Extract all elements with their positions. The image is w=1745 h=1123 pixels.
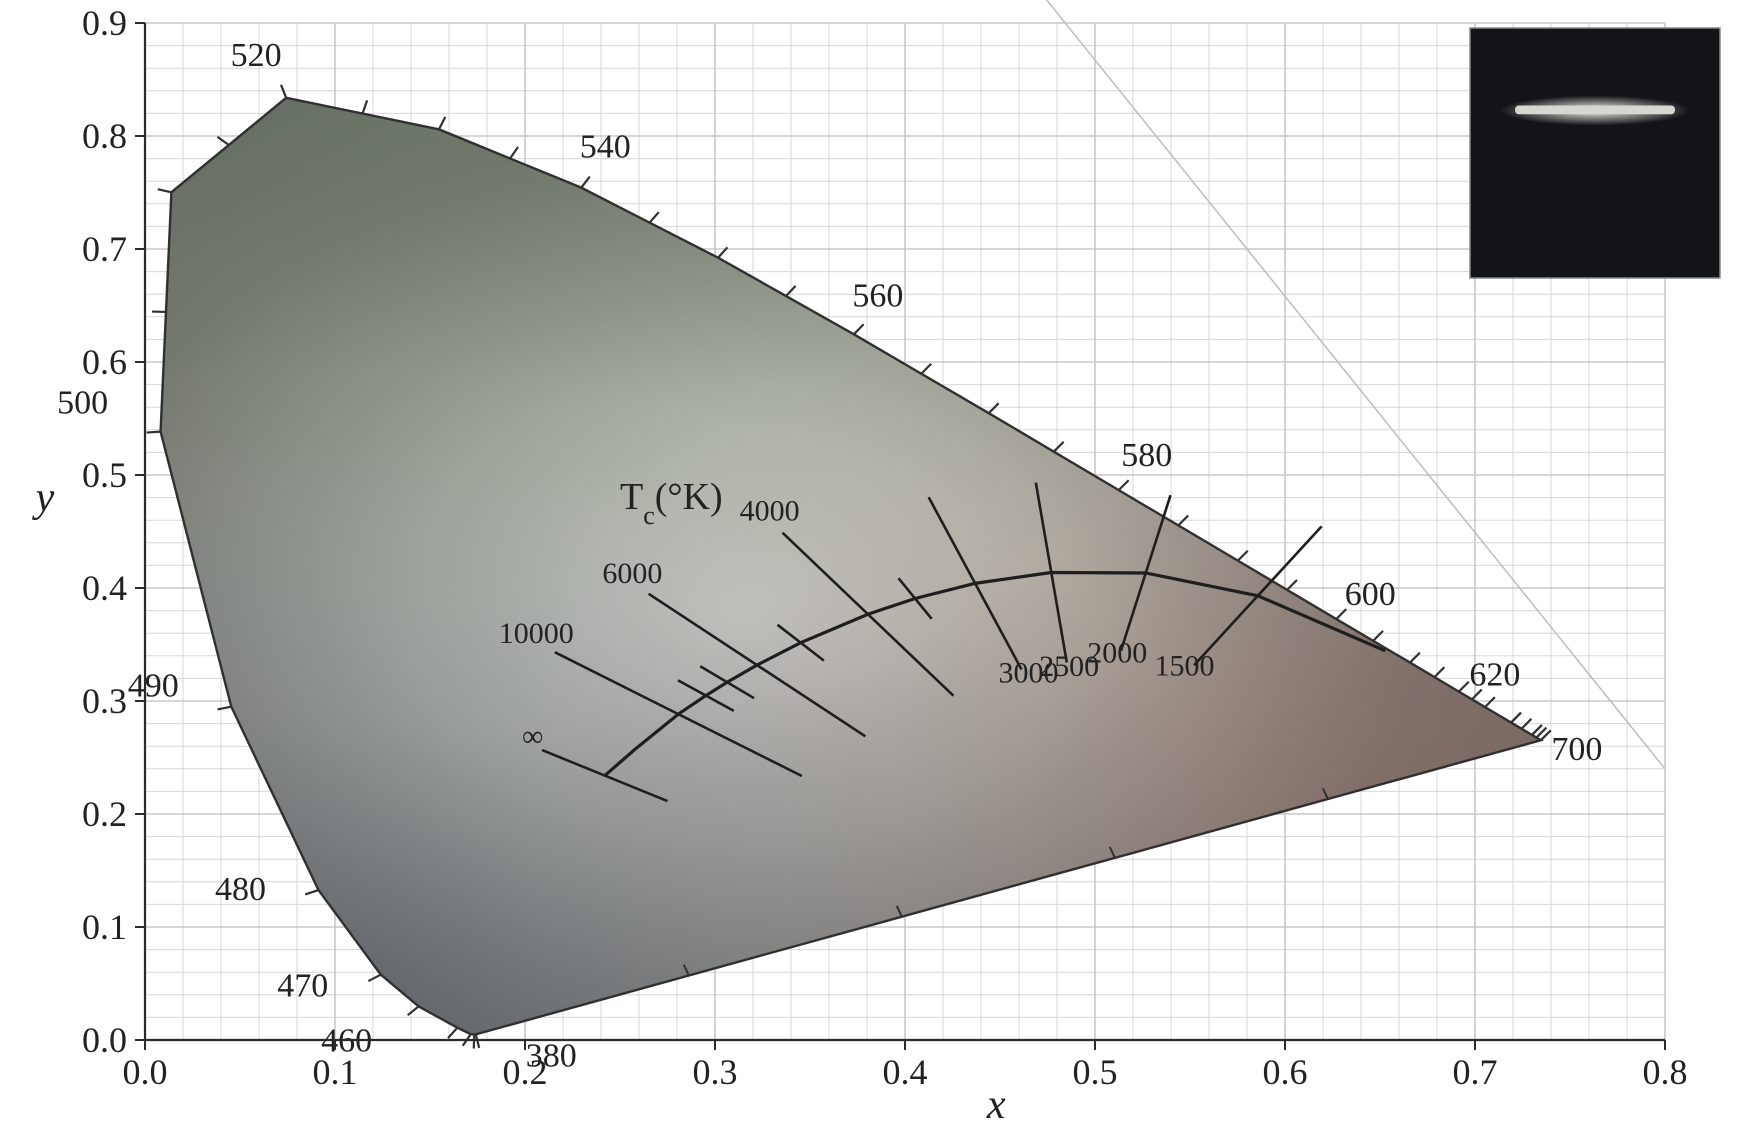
x-tick-0.2: 0.2 xyxy=(503,1052,548,1092)
x-tick-0.8: 0.8 xyxy=(1643,1052,1688,1092)
y-tick-0.6: 0.6 xyxy=(82,342,127,382)
x-tick-0.1: 0.1 xyxy=(313,1052,358,1092)
x-tick-0.7: 0.7 xyxy=(1453,1052,1498,1092)
planck-label-4000: 4000 xyxy=(740,494,800,527)
spectral-label-480: 480 xyxy=(215,871,266,908)
y-tick-0.5: 0.5 xyxy=(82,455,127,495)
y-tick-0.8: 0.8 xyxy=(82,116,127,156)
spectral-label-540: 540 xyxy=(580,129,631,166)
planck-label-10000: 10000 xyxy=(499,617,574,650)
y-tick-0.2: 0.2 xyxy=(82,794,127,834)
planck-label-6000: 6000 xyxy=(602,557,662,590)
inset-photo xyxy=(1470,28,1720,278)
spectral-label-560: 560 xyxy=(852,277,903,314)
y-tick-0.4: 0.4 xyxy=(82,568,127,608)
spectral-label-500: 500 xyxy=(57,385,108,422)
y-tick-0.9: 0.9 xyxy=(82,3,127,43)
x-tick-0.4: 0.4 xyxy=(883,1052,928,1092)
x-tick-0.5: 0.5 xyxy=(1073,1052,1118,1092)
y-tick-0.7: 0.7 xyxy=(82,229,127,269)
y-tick-0.3: 0.3 xyxy=(82,681,127,721)
spectral-label-600: 600 xyxy=(1345,576,1396,613)
x-axis-label: x xyxy=(986,1082,1006,1123)
spectral-label-580: 580 xyxy=(1121,437,1172,474)
planck-label-3000: 3000 xyxy=(999,656,1059,689)
spectral-label-700: 700 xyxy=(1551,731,1602,768)
planck-label-1500: 1500 xyxy=(1154,650,1214,683)
spectral-label-520: 520 xyxy=(231,37,282,74)
chromaticity-diagram-figure: 4604704804905005205405605806006207003801… xyxy=(0,0,1745,1123)
spectral-label-470: 470 xyxy=(277,968,328,1005)
x-tick-0.6: 0.6 xyxy=(1263,1052,1308,1092)
y-tick-0: 0.0 xyxy=(82,1020,127,1060)
chromaticity-svg: 4604704804905005205405605806006207003801… xyxy=(0,0,1745,1123)
planck-label-∞: ∞ xyxy=(522,720,543,753)
spectral-label-620: 620 xyxy=(1469,657,1520,694)
x-tick-0.3: 0.3 xyxy=(693,1052,738,1092)
y-axis-label: y xyxy=(32,475,55,521)
y-tick-0.1: 0.1 xyxy=(82,907,127,947)
spectral-label-490: 490 xyxy=(128,668,179,705)
x-tick-0: 0.0 xyxy=(123,1052,168,1092)
